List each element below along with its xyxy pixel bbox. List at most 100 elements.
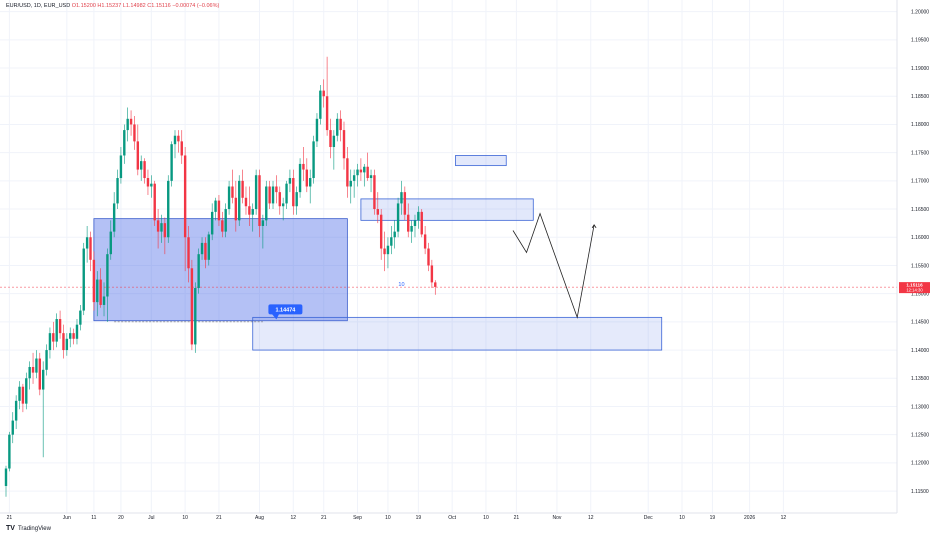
candle-body[interactable] [396, 203, 400, 232]
candle-body[interactable] [238, 180, 241, 221]
candle-body[interactable] [295, 192, 298, 207]
candle-body[interactable] [140, 161, 143, 170]
candle-body[interactable] [268, 186, 271, 204]
candle-body[interactable] [329, 130, 332, 148]
candle-body[interactable] [325, 96, 329, 131]
candle-body[interactable] [413, 220, 417, 226]
candle-body[interactable] [258, 175, 261, 226]
candle-body[interactable] [45, 350, 48, 370]
candle-body[interactable] [390, 237, 393, 246]
supply-zone-mid[interactable] [360, 198, 534, 221]
candle-body[interactable] [305, 169, 309, 187]
candle-body[interactable] [349, 180, 352, 187]
candle-body[interactable] [35, 358, 38, 373]
candle-body[interactable] [423, 234, 427, 249]
candle-body[interactable] [248, 206, 251, 215]
candle-body[interactable] [434, 282, 437, 287]
candle-body[interactable] [41, 369, 45, 390]
candle-body[interactable] [187, 237, 190, 269]
candle-body[interactable] [383, 248, 386, 255]
candle-body[interactable] [217, 200, 221, 221]
candle-body[interactable] [227, 186, 231, 210]
candle-body[interactable] [31, 366, 35, 373]
candle-body[interactable] [254, 175, 258, 210]
candle-body[interactable] [21, 386, 25, 404]
candle-body[interactable] [379, 214, 383, 249]
candle-body[interactable] [386, 245, 390, 255]
candle-body[interactable] [146, 178, 150, 187]
candle-body[interactable] [332, 135, 336, 148]
candle-body[interactable] [119, 155, 123, 179]
candle-body[interactable] [393, 231, 396, 238]
candle-body[interactable] [309, 178, 312, 187]
candle-body[interactable] [271, 186, 275, 204]
candle-body[interactable] [190, 268, 194, 345]
candle-body[interactable] [167, 180, 170, 238]
candle-body[interactable] [126, 118, 129, 131]
candle-body[interactable] [221, 220, 224, 232]
candle-body[interactable] [89, 237, 92, 260]
candle-body[interactable] [366, 166, 369, 179]
candle-body[interactable] [336, 118, 339, 136]
candle-body[interactable] [25, 378, 28, 404]
candle-body[interactable] [292, 178, 295, 207]
candle-body[interactable] [224, 209, 227, 232]
candle-body[interactable] [302, 163, 305, 170]
candle-body[interactable] [278, 192, 281, 207]
candle-body[interactable] [180, 141, 183, 156]
candle-body[interactable] [322, 90, 325, 97]
candle-body[interactable] [28, 366, 31, 379]
candle-body[interactable] [231, 186, 234, 198]
demand-zone-large[interactable] [93, 218, 348, 322]
candle-body[interactable] [72, 333, 75, 339]
supply-zone-top[interactable] [455, 155, 507, 167]
candle-body[interactable] [210, 211, 214, 235]
candle-body[interactable] [112, 203, 116, 232]
candle-body[interactable] [430, 265, 434, 283]
candle-body[interactable] [52, 333, 55, 342]
candle-body[interactable] [160, 223, 163, 232]
candle-body[interactable] [359, 169, 363, 173]
candle-body[interactable] [352, 175, 356, 181]
candle-body[interactable] [136, 141, 140, 170]
candle-body[interactable] [288, 178, 292, 184]
symbol-title[interactable]: EUR/USD, 1D, EUR_USD [6, 3, 71, 9]
candle-body[interactable] [261, 220, 265, 226]
price-callout-box[interactable] [268, 304, 303, 315]
candle-body[interactable] [14, 400, 18, 421]
candle-body[interactable] [376, 209, 379, 215]
candle-body[interactable] [109, 231, 112, 255]
candle-body[interactable] [170, 144, 173, 181]
candle-body[interactable] [207, 234, 210, 260]
candle-body[interactable] [8, 434, 11, 469]
candle-body[interactable] [11, 420, 14, 435]
candle-body[interactable] [214, 200, 217, 212]
candle-body[interactable] [417, 211, 420, 221]
candle-body[interactable] [85, 237, 89, 249]
candle-body[interactable] [153, 183, 156, 221]
candle-body[interactable] [177, 135, 180, 142]
candle-body[interactable] [315, 118, 319, 142]
candle-body[interactable] [48, 333, 52, 351]
candle-body[interactable] [319, 90, 322, 119]
candle-body[interactable] [241, 180, 244, 198]
candle-body[interactable] [363, 166, 366, 173]
candle-body[interactable] [58, 319, 62, 334]
candle-body[interactable] [143, 161, 146, 179]
tradingview-logo[interactable]: TV TradingView [6, 525, 51, 532]
candle-body[interactable] [244, 197, 248, 207]
candle-body[interactable] [200, 242, 204, 255]
candle-body[interactable] [133, 124, 136, 142]
candle-body[interactable] [298, 163, 302, 193]
candle-body[interactable] [346, 158, 349, 187]
candle-body[interactable] [281, 203, 285, 207]
candle-body[interactable] [123, 130, 126, 156]
candle-body[interactable] [79, 310, 82, 325]
candle-body[interactable] [82, 248, 85, 311]
candle-body[interactable] [342, 130, 346, 159]
candle-body[interactable] [55, 319, 58, 342]
candle-body[interactable] [75, 324, 79, 339]
candle-body[interactable] [65, 338, 69, 351]
candle-body[interactable] [197, 254, 200, 289]
